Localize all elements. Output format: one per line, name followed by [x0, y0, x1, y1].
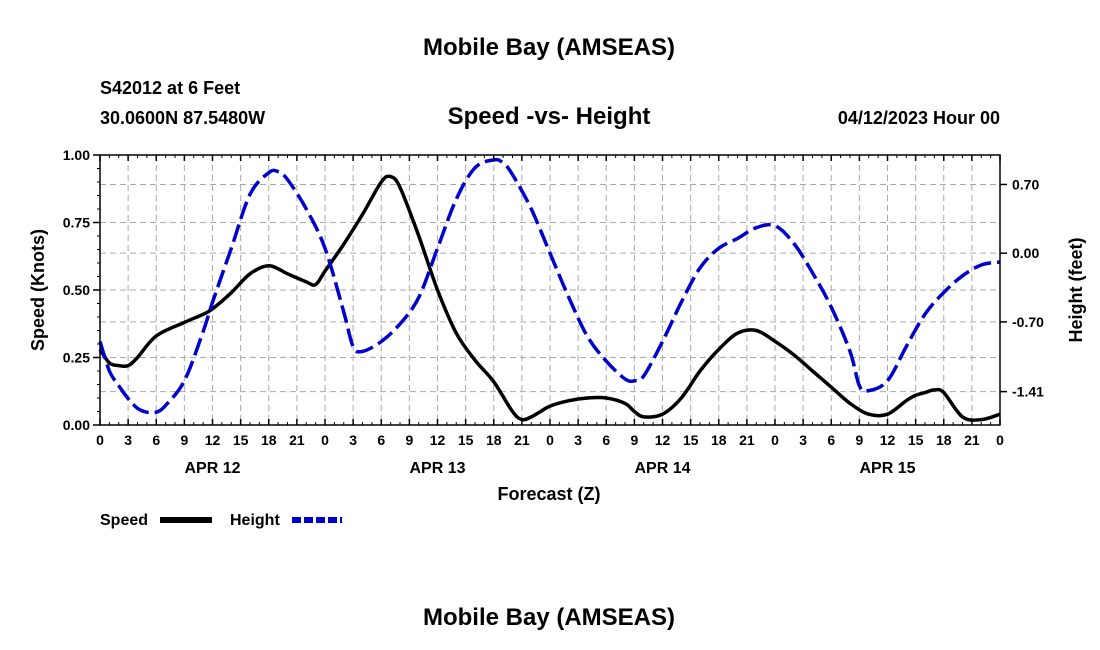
x-tick-label: 15 — [683, 432, 699, 448]
legend-speed-label: Speed — [100, 512, 148, 529]
y-tick-label: 0.25 — [63, 350, 90, 366]
x-tick-label: 21 — [289, 432, 305, 448]
y2-tick-label: 0.70 — [1012, 176, 1039, 192]
x-tick-label: 9 — [405, 432, 413, 448]
x-tick-label: 9 — [180, 432, 188, 448]
x-tick-label: 3 — [124, 432, 132, 448]
x-tick-label: 0 — [546, 432, 554, 448]
x-axis-label: Forecast (Z) — [497, 484, 600, 504]
x-tick-label: 12 — [205, 432, 221, 448]
y-tick-label: 0.75 — [63, 215, 90, 231]
x-tick-label: 18 — [936, 432, 952, 448]
x-tick-label: 21 — [964, 432, 980, 448]
x-tick-label: 12 — [430, 432, 446, 448]
footer-title: Mobile Bay (AMSEAS) — [423, 604, 675, 631]
series-height-line — [98, 157, 1001, 415]
day-label: APR 15 — [859, 460, 915, 477]
x-tick-label: 6 — [827, 432, 835, 448]
x-tick-label: 12 — [880, 432, 896, 448]
x-tick-label: 18 — [486, 432, 502, 448]
x-tick-label: 12 — [655, 432, 671, 448]
x-tick-label: 0 — [321, 432, 329, 448]
x-tick-label: 9 — [855, 432, 863, 448]
x-tick-label: 15 — [908, 432, 924, 448]
forecast-datetime: 04/12/2023 Hour 00 — [838, 108, 1000, 128]
axes: 0 3 6 9 12 15 18 21 0 3 6 9 12 15 18 21 0 3 6 9 12 15 18 21 0 3 6 9… — [63, 147, 1044, 477]
y2-tick-label: -1.41 — [1012, 384, 1044, 400]
x-tick-label: 21 — [739, 432, 755, 448]
x-tick-label: 15 — [458, 432, 474, 448]
y-tick-label: 1.00 — [63, 147, 90, 163]
y2-tick-label: 0.00 — [1012, 245, 1039, 261]
y2-axis-label: Height (feet) — [1066, 238, 1086, 343]
page-title: Mobile Bay (AMSEAS) — [423, 34, 675, 61]
legend-height-label: Height — [230, 512, 280, 529]
day-label: APR 13 — [409, 460, 465, 477]
x-tick-label: 6 — [602, 432, 610, 448]
y-tick-label: 0.50 — [63, 282, 90, 298]
x-tick-label: 3 — [574, 432, 582, 448]
y2-tick-label: -0.70 — [1012, 314, 1044, 330]
x-tick-label: 0 — [996, 432, 1004, 448]
x-tick-label: 3 — [799, 432, 807, 448]
day-label: APR 12 — [184, 460, 240, 477]
coordinates-label: 30.0600N 87.5480W — [100, 108, 265, 128]
chart-title: Speed -vs- Height — [448, 103, 651, 130]
x-tick-label: 0 — [96, 432, 104, 448]
series-speed-line — [98, 174, 1001, 422]
x-tick-label: 3 — [349, 432, 357, 448]
x-tick-label: 6 — [377, 432, 385, 448]
y-tick-label: 0.00 — [63, 417, 90, 433]
day-label: APR 14 — [634, 460, 690, 477]
x-tick-label: 18 — [261, 432, 277, 448]
x-tick-label: 18 — [711, 432, 727, 448]
x-tick-label: 9 — [630, 432, 638, 448]
x-tick-label: 0 — [771, 432, 779, 448]
x-tick-label: 6 — [152, 432, 160, 448]
station-label: S42012 at 6 Feet — [100, 78, 240, 98]
legend: Speed Height — [100, 512, 342, 529]
y-axis-label: Speed (Knots) — [28, 229, 48, 351]
x-tick-label: 21 — [514, 432, 530, 448]
x-tick-label: 15 — [233, 432, 249, 448]
series-group — [98, 157, 1001, 422]
